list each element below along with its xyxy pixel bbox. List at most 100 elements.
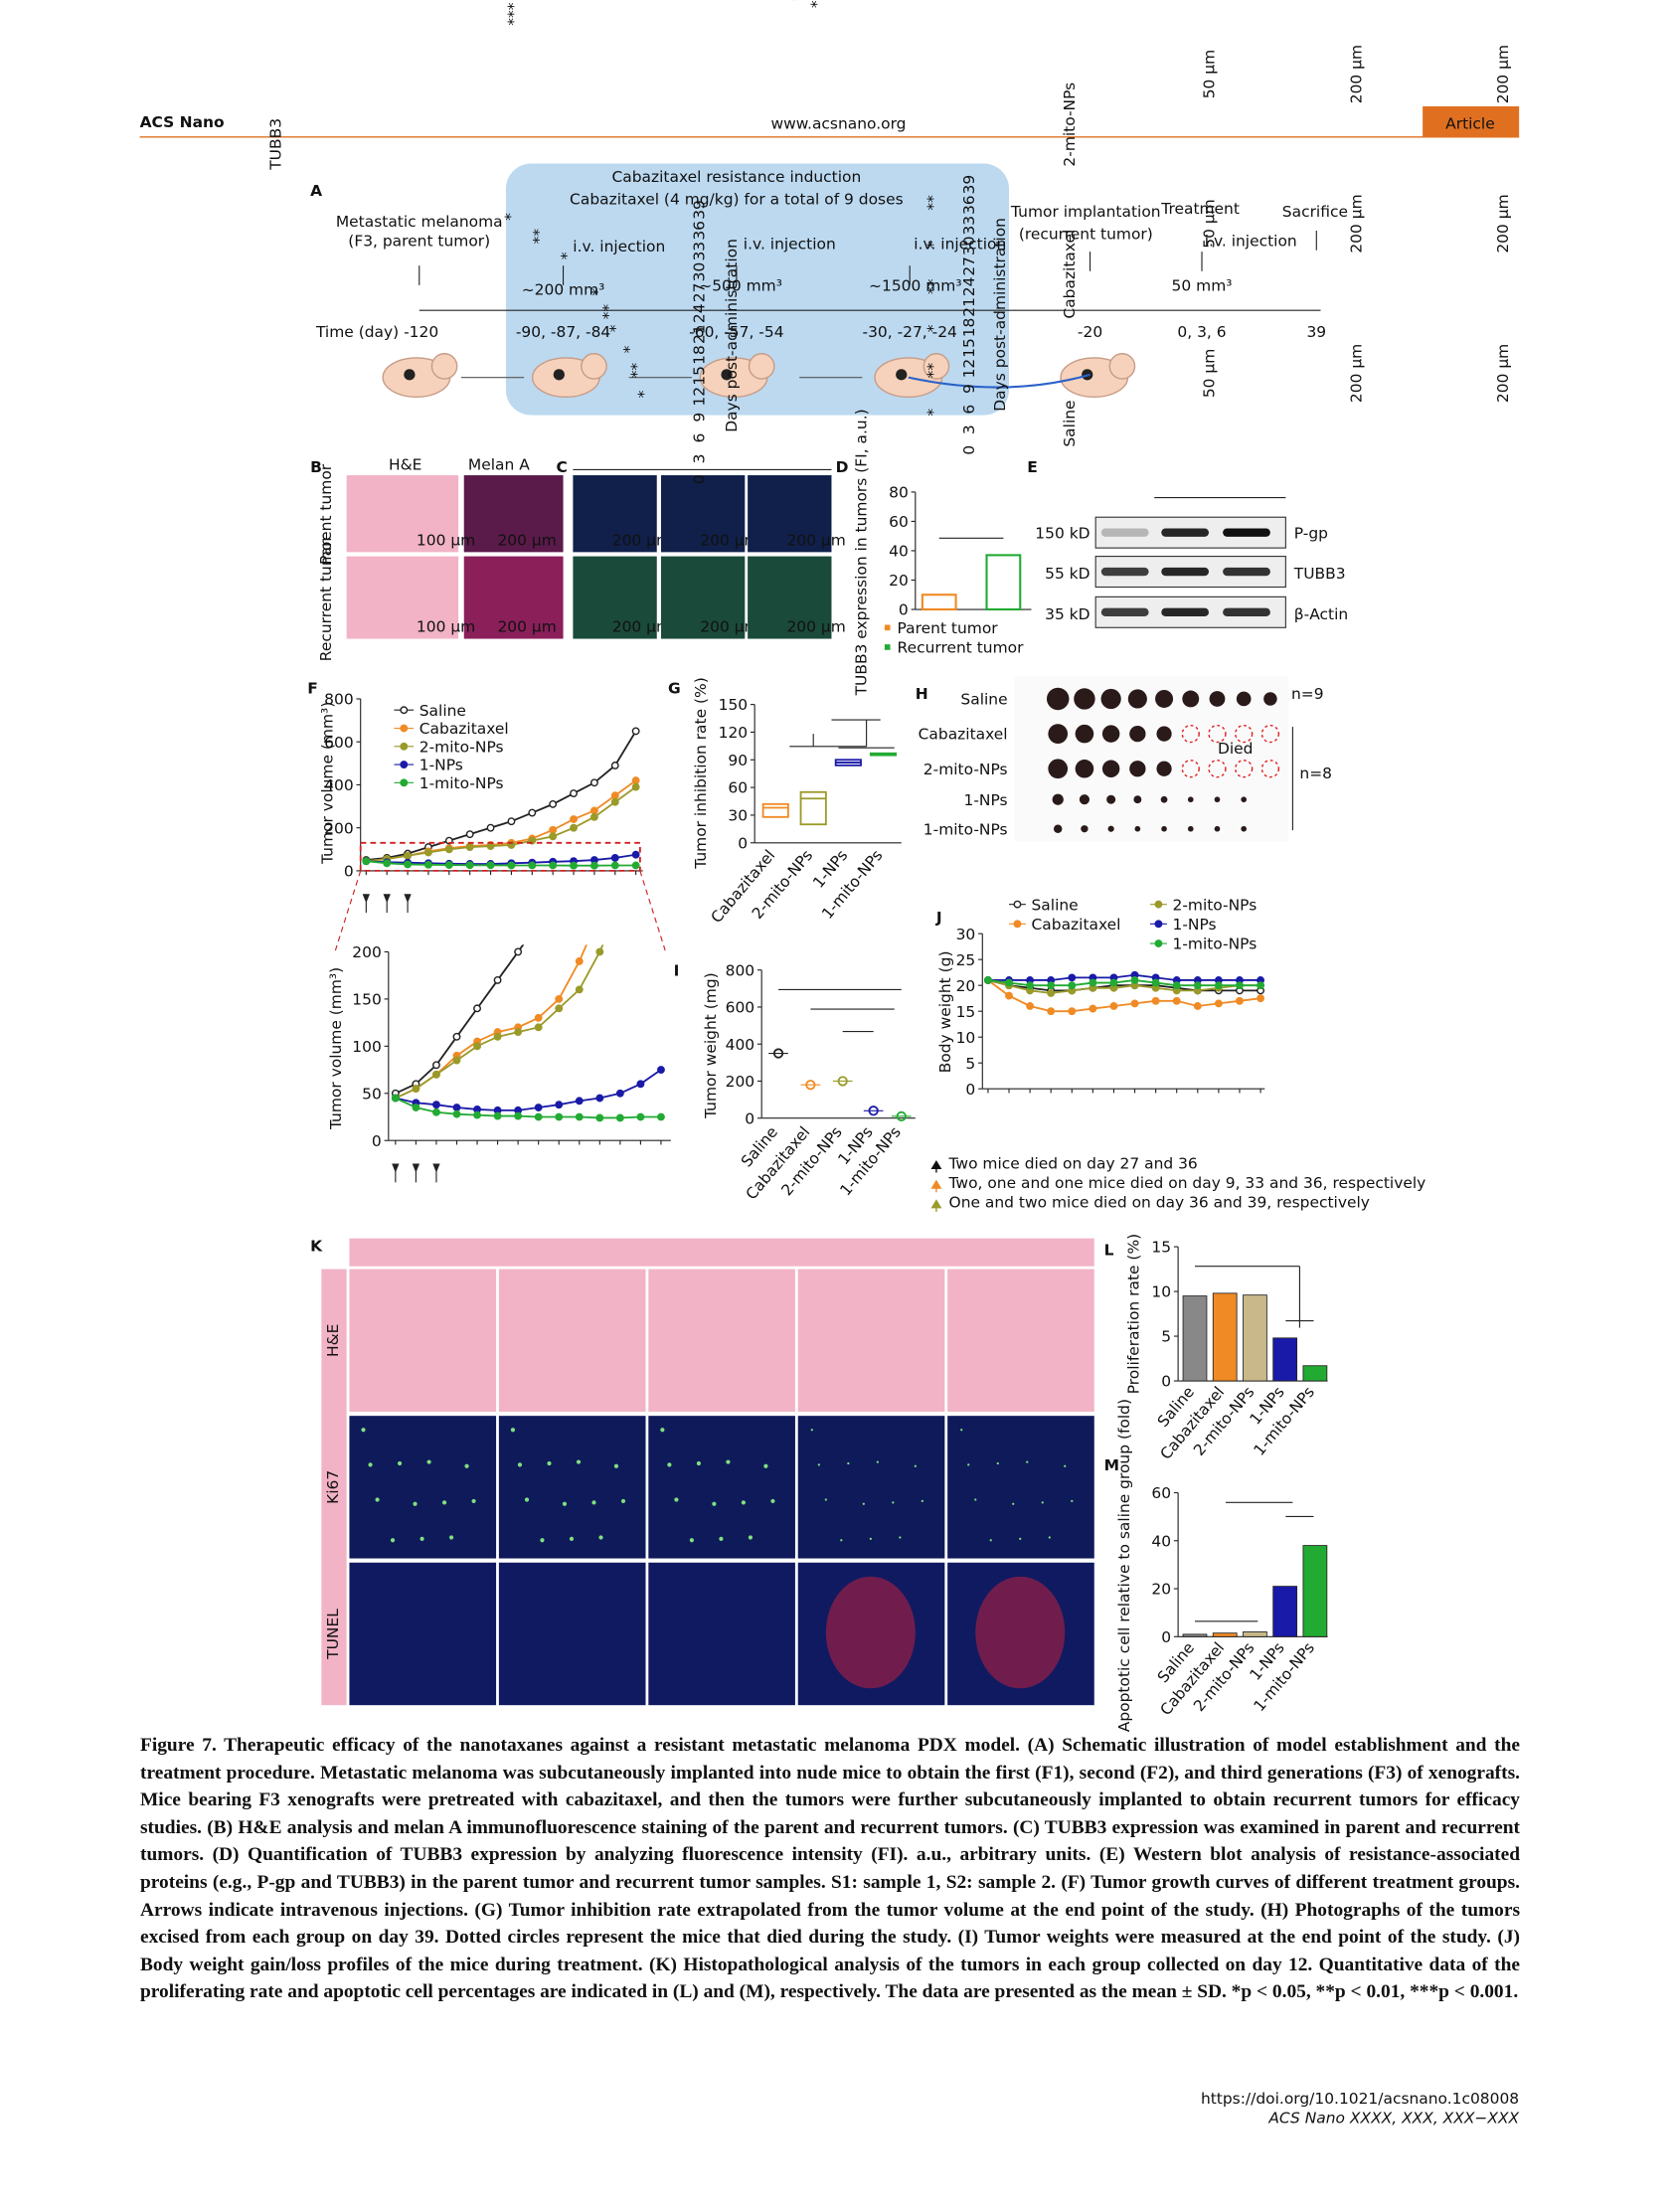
article-badge [1423, 105, 1520, 137]
y-tick-label: 10 [1151, 1283, 1171, 1301]
series-point [1047, 1007, 1056, 1016]
ki67-signal [524, 1497, 530, 1502]
tumor-photo [1127, 689, 1147, 709]
treatment-label: Treatment [1160, 200, 1240, 218]
legend-marker [1154, 939, 1163, 947]
count-label: n=8 [1299, 765, 1332, 782]
series-point [432, 1070, 440, 1079]
bar [1243, 1294, 1267, 1382]
x-tick-label: 24 [691, 303, 709, 323]
ki67-signal [847, 1461, 850, 1465]
x-tick-label: 36 [691, 221, 709, 241]
volume-label: ~1500 mm³ [869, 276, 962, 294]
time-label: -20 [1078, 323, 1102, 341]
header-strip [349, 1238, 1094, 1267]
scale-label: 100 μm [417, 531, 475, 549]
article-type: Article [1445, 114, 1495, 132]
series-point [637, 807, 643, 813]
x-tick-label: 39 [960, 175, 978, 195]
series-point [1068, 1007, 1077, 1016]
series-point [465, 830, 474, 839]
y-tick-label: 150 [352, 991, 382, 1009]
series-point [1172, 981, 1181, 990]
series-point [535, 921, 541, 927]
y-tick-label: 60 [889, 513, 909, 531]
bar [1272, 1337, 1298, 1382]
x-tick-label: 27 [691, 283, 709, 303]
y-tick-label: 800 [726, 961, 755, 979]
ki67-signal [876, 1460, 879, 1463]
x-tick-label: 6 [691, 433, 709, 443]
y-axis-label: Tumor inhibition rate (%) [692, 677, 710, 869]
ki67-signal [914, 1464, 917, 1467]
ki67-signal [810, 1429, 813, 1432]
series-point [549, 825, 558, 834]
series-point [514, 1111, 523, 1120]
time-label: -30, -27, -24 [863, 323, 957, 341]
panel-label: L [1104, 1242, 1114, 1260]
scale-label: 200 μm [612, 618, 671, 636]
panel-label: F [307, 679, 318, 697]
series-point [1193, 981, 1202, 990]
injection-arrow [404, 894, 412, 914]
series-point [556, 883, 562, 889]
tumor-photo [1046, 687, 1070, 711]
ki67-signal [840, 1539, 843, 1542]
series-point [1068, 981, 1077, 990]
series-point [596, 797, 602, 803]
series-point [534, 1112, 543, 1121]
y-tick-label: 0 [1161, 1628, 1171, 1646]
caption-title: Figure 7. Therapeutic efficacy of the na… [140, 1735, 1020, 1756]
series-point [1109, 978, 1118, 987]
series-point [610, 853, 619, 862]
series-point [473, 1004, 481, 1013]
time-label: Time (day) -120 [315, 323, 438, 341]
histology-image [349, 1416, 497, 1559]
series-point [589, 812, 598, 821]
ki67-signal [419, 1536, 424, 1541]
scale-label: 200 μm [1347, 194, 1365, 253]
died-marker [1260, 760, 1280, 778]
panel-label: E [1027, 458, 1038, 476]
histology-image [947, 1269, 1094, 1412]
ki67-signal [696, 1460, 702, 1466]
y-tick-label: 20 [889, 572, 909, 590]
series-point [658, 769, 664, 775]
tumor-photo [1187, 796, 1194, 803]
series-point [615, 1089, 624, 1098]
x-tick-label: 6 [960, 405, 978, 415]
protein-label: β-Actin [1294, 605, 1348, 623]
significance: ** [788, 0, 806, 1]
series-point [528, 808, 537, 817]
series-point [534, 1104, 543, 1111]
series-point [549, 799, 558, 808]
y-tick-label: 20 [1151, 1581, 1171, 1599]
series-point [507, 861, 516, 870]
series-point [452, 1032, 461, 1041]
ki67-signal [1026, 1460, 1029, 1463]
injection-label: i.v. injection [1205, 232, 1297, 250]
group-label: Saline [960, 691, 1007, 709]
group-label: 2-mito-NPs [923, 761, 1008, 778]
series-point [412, 1085, 420, 1093]
injection-arrow [392, 1163, 400, 1183]
tubb3-image [660, 556, 746, 639]
scale-label: 50 μm [1201, 349, 1219, 398]
ki67-signal [967, 1463, 970, 1466]
series-point [424, 860, 432, 869]
series-point [514, 1028, 523, 1037]
marker-label: 35 kD [1045, 605, 1090, 623]
series-point [610, 762, 619, 769]
panel-label: I [674, 961, 680, 979]
group-label: 1-mito-NPs [923, 820, 1008, 838]
y-tick-label: 25 [956, 951, 976, 969]
ki67-signal [1012, 1502, 1015, 1505]
row-label: H&E [324, 1324, 342, 1357]
histology-image [648, 1562, 795, 1706]
y-tick-label: 600 [726, 999, 755, 1017]
significance: ** [599, 304, 617, 320]
series-point [1236, 996, 1244, 1005]
series-point [636, 1080, 645, 1089]
bar [1272, 1586, 1298, 1637]
